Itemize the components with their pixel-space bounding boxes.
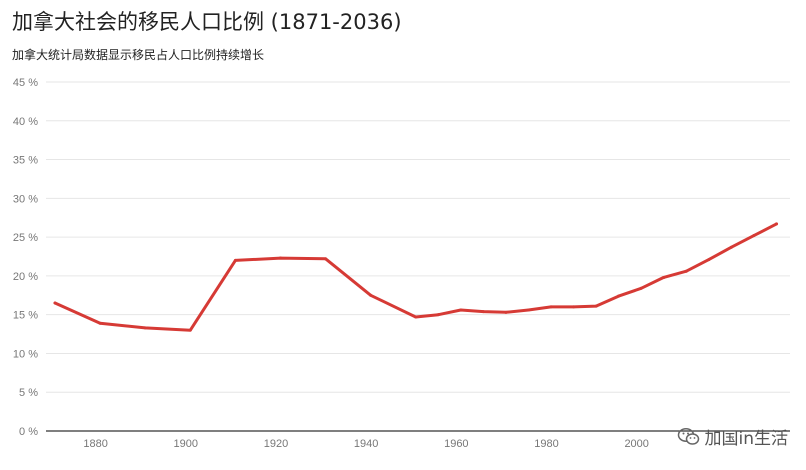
x-axis-tick-labels: 1880 1900 1920 1940 1960 1980 2000 (83, 438, 649, 450)
y-tick-label: 45 % (13, 77, 38, 89)
data-point (459, 308, 463, 312)
chart-subtitle: 加拿大统计局数据显示移民占人口比例持续增长 (12, 48, 265, 62)
x-tick-label: 1960 (444, 438, 468, 450)
y-tick-label: 30 % (13, 193, 38, 205)
series-layer (53, 222, 778, 332)
data-point (549, 305, 553, 309)
data-point (572, 305, 576, 309)
y-tick-label: 25 % (13, 232, 38, 244)
data-point (752, 234, 756, 238)
y-tick-label: 15 % (13, 310, 38, 322)
x-tick-label: 1880 (83, 438, 107, 450)
wechat-icon (677, 425, 701, 449)
data-point (481, 310, 485, 314)
y-tick-label: 20 % (13, 271, 38, 283)
data-point (233, 258, 237, 262)
y-tick-label: 0 % (19, 426, 38, 438)
data-point (639, 286, 643, 290)
y-tick-label: 5 % (19, 387, 38, 399)
data-point (594, 304, 598, 308)
data-point (617, 294, 621, 298)
gridlines (46, 81, 790, 393)
x-tick-label: 1900 (174, 438, 198, 450)
y-axis-tick-labels: 0 % 5 % 10 % 15 % 20 % 25 % 30 % 35 % 40 % 45 % (13, 77, 38, 438)
data-point (98, 321, 102, 325)
y-tick-label: 10 % (13, 348, 38, 360)
data-point (143, 326, 147, 330)
data-point (278, 256, 282, 260)
data-point (436, 313, 440, 317)
y-tick-label: 40 % (13, 116, 38, 128)
data-point (684, 269, 688, 273)
x-tick-label: 2000 (624, 438, 648, 450)
data-point (53, 301, 57, 305)
data-point (707, 258, 711, 262)
data-point (324, 257, 328, 261)
data-point (774, 222, 778, 226)
x-tick-label: 1920 (264, 438, 288, 450)
watermark-text: 加国in生活 (704, 429, 789, 449)
watermark: 加国in生活 (677, 424, 789, 449)
data-point (369, 293, 373, 297)
x-tick-label: 1980 (534, 438, 558, 450)
data-point (662, 275, 666, 279)
data-point (526, 308, 530, 312)
data-point (188, 328, 192, 332)
data-point (729, 245, 733, 249)
chart-title: 加拿大社会的移民人口比例 (1871-2036) (12, 10, 402, 34)
data-point (414, 315, 418, 319)
data-point (504, 310, 508, 314)
y-tick-label: 35 % (13, 155, 38, 167)
x-tick-label: 1940 (354, 438, 378, 450)
